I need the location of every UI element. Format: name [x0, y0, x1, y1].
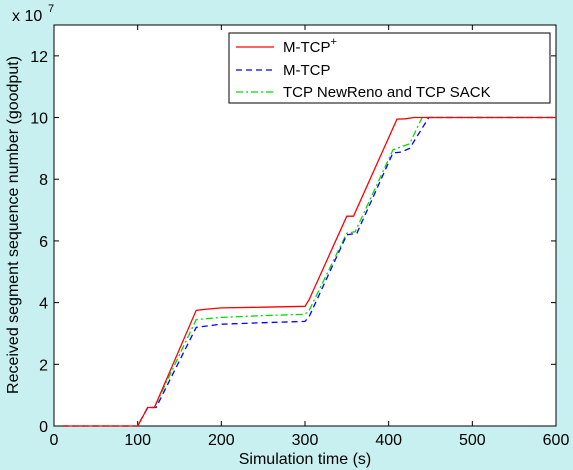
x-tick-label: 500	[459, 432, 486, 449]
x-tick-label: 600	[543, 432, 570, 449]
legend-label-m-tcp: M-TCP	[283, 62, 331, 79]
x-axis: 0 100 200 300 400 500 600	[50, 25, 570, 449]
y-tick-label: 0	[39, 419, 48, 436]
legend-box	[228, 32, 551, 104]
series-line-0	[62, 116, 556, 427]
legend-label-tcp-newreno-sack: TCP NewReno and TCP SACK	[283, 84, 491, 101]
x-tick-label: 300	[292, 432, 319, 449]
x-axis-title: Simulation time (s)	[239, 451, 371, 468]
legend: M-TCP+ M-TCP TCP NewReno and TCP SACK	[228, 32, 551, 104]
y-tick-label: 10	[30, 111, 48, 128]
y-tick-label: 12	[30, 49, 48, 66]
y-tick-label: 2	[39, 357, 48, 374]
y-tick-label: 8	[39, 172, 48, 189]
series-lines	[62, 116, 556, 427]
y-exponent-power: 7	[48, 3, 54, 15]
y-tick-label: 4	[39, 296, 48, 313]
legend-label-m-tcp-plus-text: M-TCP	[283, 39, 331, 56]
x-tick-label: 200	[208, 432, 235, 449]
y-tick-label: 6	[39, 234, 48, 251]
legend-label-m-tcp-plus: M-TCP+	[283, 36, 337, 56]
series-line-2	[62, 116, 556, 427]
y-axis: 0 2 4 6 8 10 12	[30, 49, 556, 436]
x-tick-label: 100	[124, 432, 151, 449]
y-exponent-base: x 10	[12, 8, 42, 25]
legend-label-m-tcp-plus-sup: +	[331, 36, 337, 48]
x-tick-label: 400	[375, 432, 402, 449]
y-axis-title: Received segment sequence number (goodpu…	[5, 56, 22, 394]
x-tick-label: 0	[50, 432, 59, 449]
